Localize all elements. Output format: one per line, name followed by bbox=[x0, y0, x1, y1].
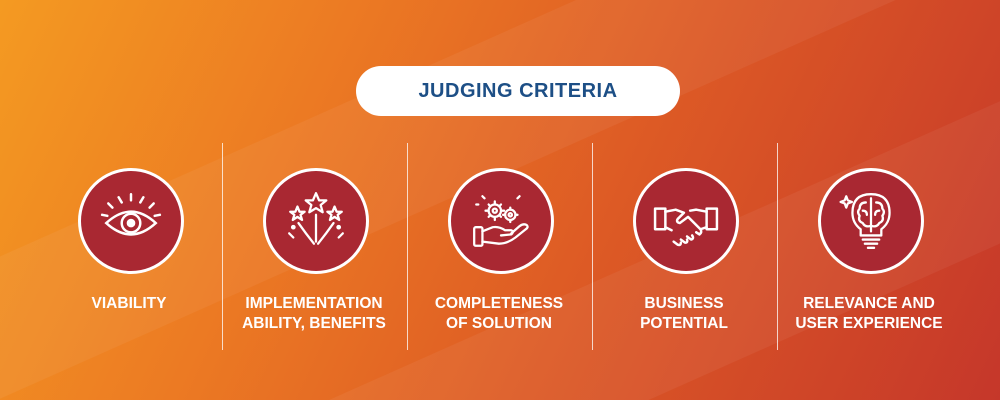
divider bbox=[222, 143, 223, 350]
criterion-label: COMPLETENESS OF SOLUTION bbox=[434, 295, 564, 332]
criterion-icon-circle bbox=[448, 168, 554, 274]
brain-bulb-icon bbox=[839, 193, 891, 249]
divider bbox=[407, 143, 408, 350]
hand-gears-icon bbox=[473, 195, 529, 247]
fireworks-icon bbox=[288, 192, 344, 245]
criterion-icon-circle bbox=[818, 168, 924, 274]
divider bbox=[592, 143, 593, 350]
eye-icon bbox=[100, 192, 162, 236]
page-title: JUDGING CRITERIA bbox=[418, 79, 618, 102]
divider bbox=[777, 143, 778, 350]
criterion-label: IMPLEMENTATION ABILITY, BENEFITS bbox=[242, 295, 386, 332]
criterion-icon-circle bbox=[633, 168, 739, 274]
criterion-icon-circle bbox=[263, 168, 369, 274]
criterion-label: BUSINESS POTENTIAL bbox=[640, 295, 728, 332]
criterion-icon-circle bbox=[78, 168, 184, 274]
handshake-icon bbox=[653, 207, 719, 247]
title-pill: JUDGING CRITERIA bbox=[356, 66, 680, 116]
criterion-label: RELEVANCE AND USER EXPERIENCE bbox=[795, 295, 943, 332]
criterion-label: VIABILITY bbox=[91, 295, 167, 312]
